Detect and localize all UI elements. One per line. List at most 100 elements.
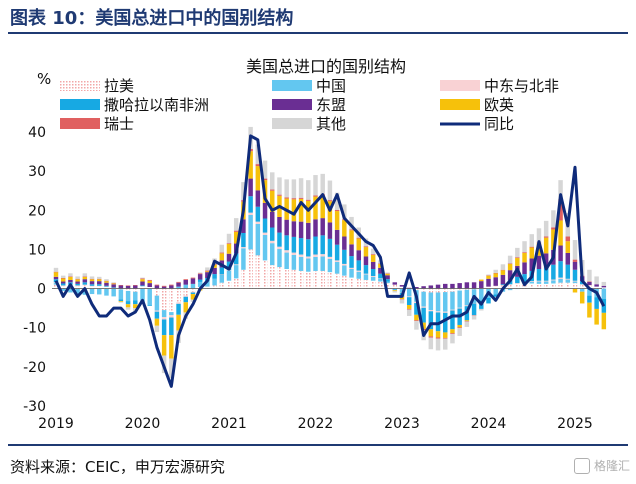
- bar-segment-mideast: [75, 285, 80, 287]
- legend-label: 撒哈拉以南非洲: [104, 96, 209, 114]
- bar-segment-others: [68, 273, 73, 277]
- bar-segment-asean: [104, 282, 109, 286]
- bar-segment-latam: [443, 288, 448, 293]
- bar-segment-latam: [543, 283, 549, 289]
- legend-swatch-mideast: [440, 80, 480, 91]
- bar-segment-latam: [233, 278, 239, 289]
- bar-segment-others: [298, 178, 304, 198]
- bar-segment-asean: [133, 285, 138, 289]
- legend-swatch-other_asia: [60, 99, 100, 110]
- bar-segment-swiss: [176, 281, 181, 283]
- legend-label: 同比: [484, 115, 514, 133]
- bar-segment-china: [507, 288, 513, 291]
- bar-segment-other_asia: [342, 249, 347, 264]
- bar-segment-others: [60, 275, 66, 279]
- bar-segment-latam: [241, 269, 246, 289]
- bar-segment-mideast: [529, 281, 534, 282]
- bar-segment-europe_uk: [536, 243, 542, 256]
- bar-segment-latam: [594, 286, 599, 289]
- bar-segment-other_asia: [435, 312, 441, 332]
- bar-segment-mideast: [378, 278, 383, 279]
- bar-segment-asean: [479, 281, 484, 289]
- bar-segment-china: [579, 288, 585, 292]
- legend-label: 其他: [316, 115, 346, 133]
- bar-segment-swiss: [450, 333, 455, 334]
- bar-segment-asean: [212, 267, 217, 275]
- bar-segment-others: [443, 338, 448, 350]
- bar-segment-other_asia: [262, 218, 268, 233]
- bar-segment-china: [587, 288, 592, 296]
- bar-segment-china: [233, 265, 239, 279]
- y-unit-label: %: [37, 70, 51, 88]
- bar-segment-china: [205, 281, 210, 287]
- bar-segment-asean: [97, 281, 102, 285]
- legend-swatch-europe_uk: [440, 99, 480, 110]
- bar-segment-mideast: [334, 260, 340, 262]
- bar-segment-others: [522, 241, 527, 253]
- bar-segment-china: [241, 248, 246, 270]
- bar-segment-swiss: [349, 229, 354, 231]
- bar-segment-other_asia: [298, 238, 304, 255]
- bar-segment-others: [507, 255, 513, 264]
- bar-segment-mideast: [169, 315, 174, 318]
- bar-segment-other_asia: [60, 283, 66, 286]
- bar-segment-asean: [529, 258, 534, 271]
- bar-segment-china: [183, 284, 188, 289]
- bar-segment-swiss: [313, 195, 318, 197]
- bar-segment-china: [356, 271, 361, 279]
- bar-segment-europe_uk: [219, 253, 225, 261]
- bar-segment-other_asia: [320, 235, 325, 255]
- bar-segment-china: [435, 292, 441, 312]
- bar-segment-china: [306, 258, 311, 272]
- bar-segment-other_asia: [486, 297, 491, 304]
- bar-segment-other_asia: [572, 269, 578, 281]
- bar-segment-europe_uk: [378, 263, 383, 268]
- bar-segment-other_asia: [551, 264, 556, 280]
- bar-segment-asean: [450, 283, 455, 289]
- bar-segment-mideast: [190, 291, 196, 293]
- bar-segment-china: [97, 288, 102, 295]
- bar-segment-europe_uk: [248, 151, 253, 179]
- bar-segment-asean: [320, 218, 325, 236]
- bar-segment-swiss: [327, 200, 333, 202]
- bar-segment-latam: [140, 286, 145, 289]
- bar-segment-mideast: [471, 303, 477, 304]
- bar-segment-swiss: [551, 227, 556, 230]
- bar-segment-swiss: [154, 284, 160, 286]
- bar-segment-mideast: [270, 240, 275, 244]
- bar-segment-china: [147, 288, 152, 306]
- bar-segment-other_asia: [414, 303, 419, 315]
- bar-segment-other_asia: [378, 273, 383, 279]
- bar-segment-china: [140, 288, 145, 303]
- bar-segment-swiss: [190, 277, 196, 279]
- bar-segment-other_asia: [75, 283, 80, 286]
- bar-segment-china: [262, 234, 268, 261]
- bar-segment-europe_uk: [140, 279, 145, 282]
- bar-segment-europe_uk: [522, 252, 527, 263]
- bar-segment-swiss: [399, 299, 405, 300]
- bar-segment-asean: [248, 178, 253, 197]
- bar-segment-others: [399, 299, 405, 304]
- bar-segment-mideast: [457, 307, 462, 309]
- bar-segment-europe_uk: [233, 231, 239, 244]
- bar-segment-latam: [226, 280, 232, 289]
- bar-segment-asean: [53, 276, 59, 280]
- bar-segment-swiss: [125, 285, 131, 286]
- bar-segment-swiss: [284, 197, 289, 199]
- bar-segment-europe_uk: [125, 304, 131, 308]
- bar-segment-mideast: [82, 284, 88, 286]
- bar-segment-mideast: [306, 256, 311, 259]
- bar-segment-mideast: [233, 264, 239, 266]
- bar-segment-latam: [464, 288, 470, 290]
- bar-segment-asean: [464, 282, 470, 289]
- bar-segment-swiss: [515, 257, 520, 259]
- bar-segment-latam: [291, 269, 297, 289]
- bar-segment-other_asia: [421, 307, 426, 323]
- bar-segment-asean: [587, 281, 592, 286]
- bar-segment-others: [471, 315, 477, 320]
- bar-segment-swiss: [53, 271, 59, 273]
- bar-segment-others: [450, 333, 455, 344]
- bar-segment-china: [334, 261, 340, 274]
- bar-segment-others: [154, 325, 160, 333]
- bar-segment-latam: [378, 281, 383, 289]
